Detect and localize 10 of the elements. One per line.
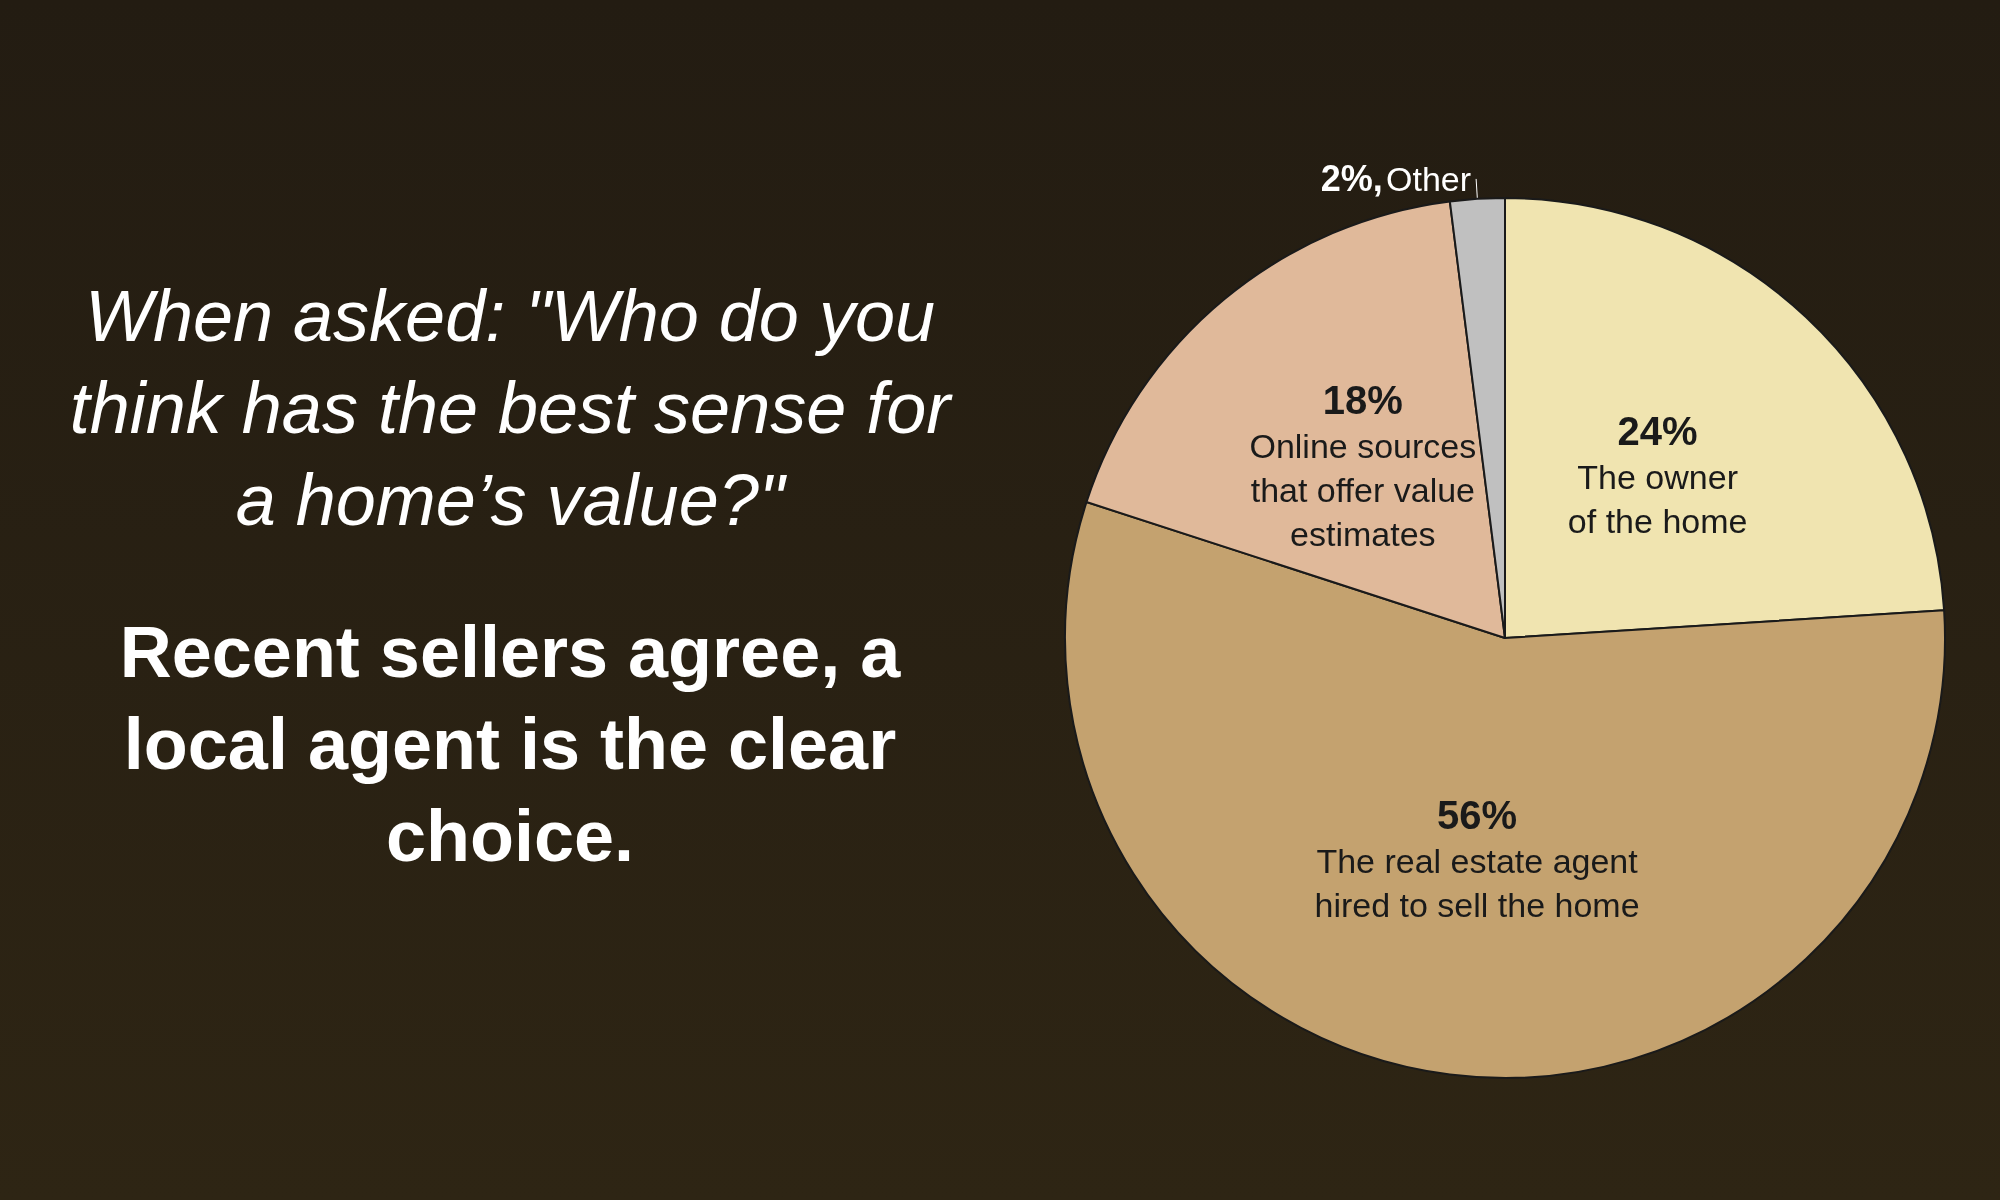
text: Recent sellers agree, a local agent is the clear choice.: [118, 611, 902, 878]
slice-label: Online sources that offer value estimates: [1249, 427, 1477, 554]
data-label: 18%: [1322, 378, 1403, 423]
slice-label: The real estate agent hired to sell the home: [1314, 842, 1640, 925]
data-label: 24%: [1617, 409, 1698, 454]
data-label: 56%: [1437, 793, 1518, 838]
slice-label: Other: [1386, 159, 1472, 198]
slice-label: The owner of the home: [1567, 458, 1748, 541]
text: When asked: "Who do you think has the best sense for a home’s value?": [68, 275, 954, 542]
data-label: 2%,: [1320, 158, 1383, 200]
